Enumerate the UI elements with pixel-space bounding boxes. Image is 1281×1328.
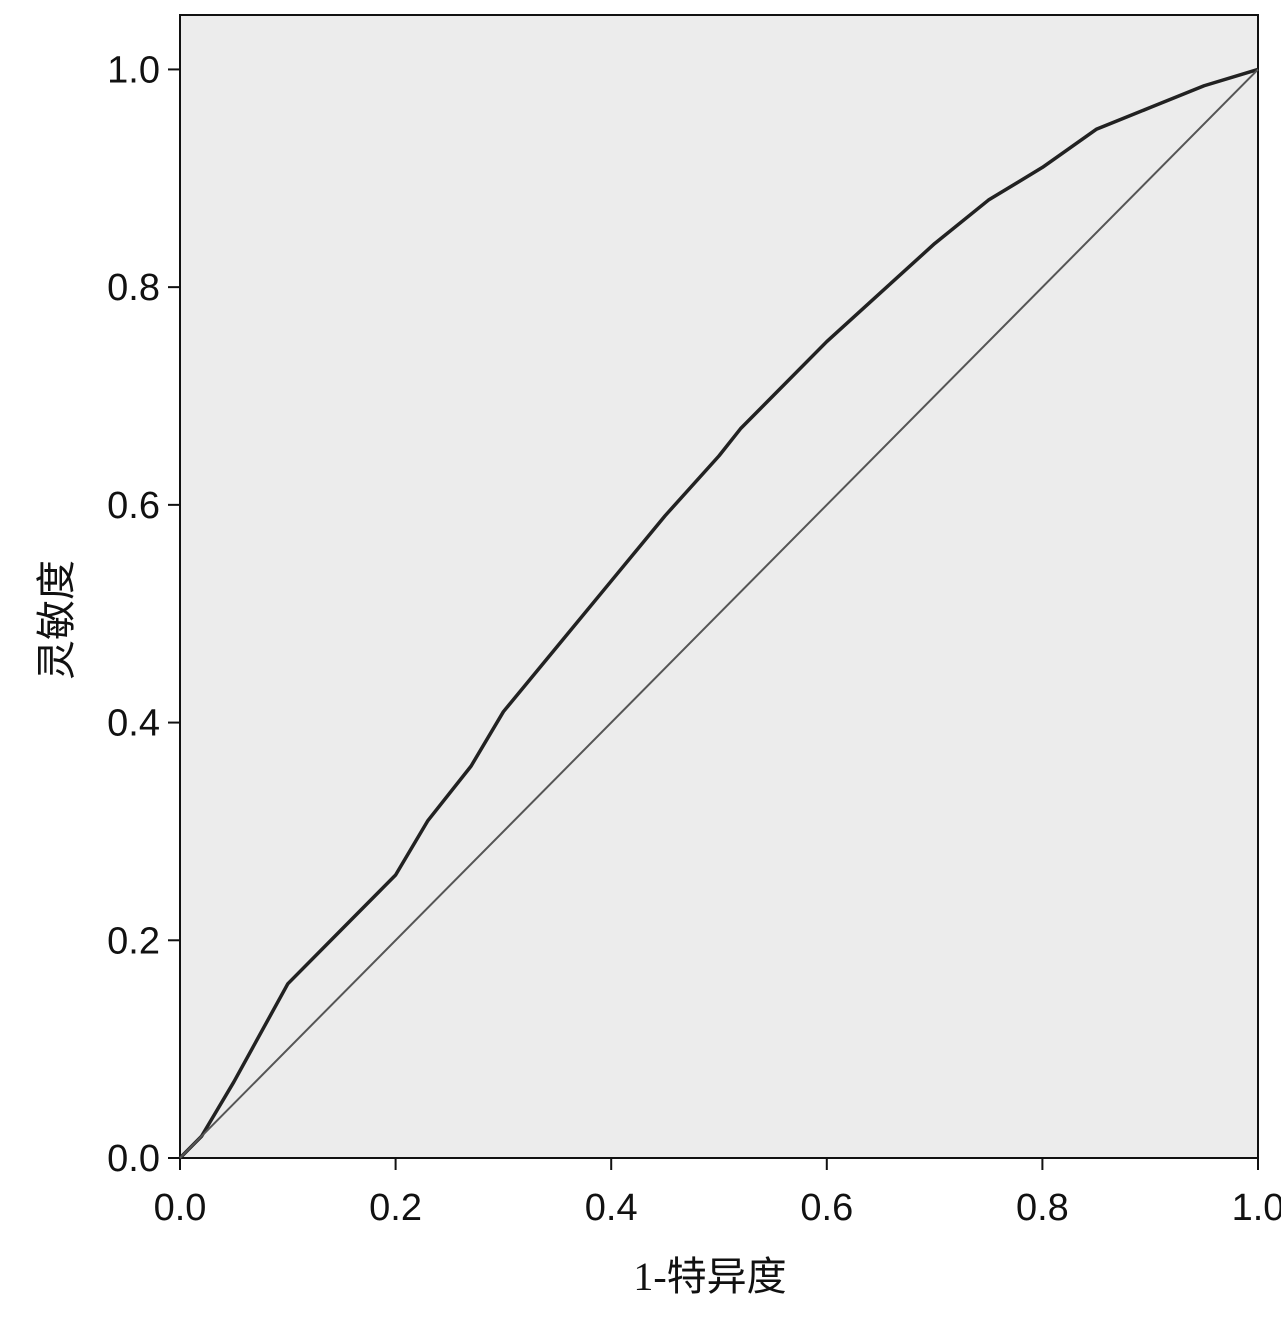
y-axis-title: 灵敏度 bbox=[34, 560, 79, 680]
plot-area bbox=[179, 14, 1259, 1159]
y-tick-label: 0.2 bbox=[107, 920, 160, 962]
y-tick-label: 1.0 bbox=[107, 49, 160, 91]
x-tick-label: 1.0 bbox=[1232, 1187, 1281, 1229]
y-tick-label: 0.8 bbox=[107, 267, 160, 309]
x-tick-label: 0.0 bbox=[154, 1187, 207, 1229]
y-tick-label: 0.4 bbox=[107, 703, 160, 745]
y-tick-label: 0.0 bbox=[107, 1138, 160, 1180]
line bbox=[179, 68, 1259, 1159]
x-tick-label: 0.2 bbox=[369, 1187, 422, 1229]
x-tick-label: 0.4 bbox=[585, 1187, 638, 1229]
x-axis-title: 1-特异度 bbox=[633, 1254, 786, 1299]
x-tick-label: 0.8 bbox=[1016, 1187, 1069, 1229]
x-tick-label: 0.6 bbox=[800, 1187, 853, 1229]
y-tick-label: 0.6 bbox=[107, 485, 160, 527]
line bbox=[178, 67, 1259, 1160]
